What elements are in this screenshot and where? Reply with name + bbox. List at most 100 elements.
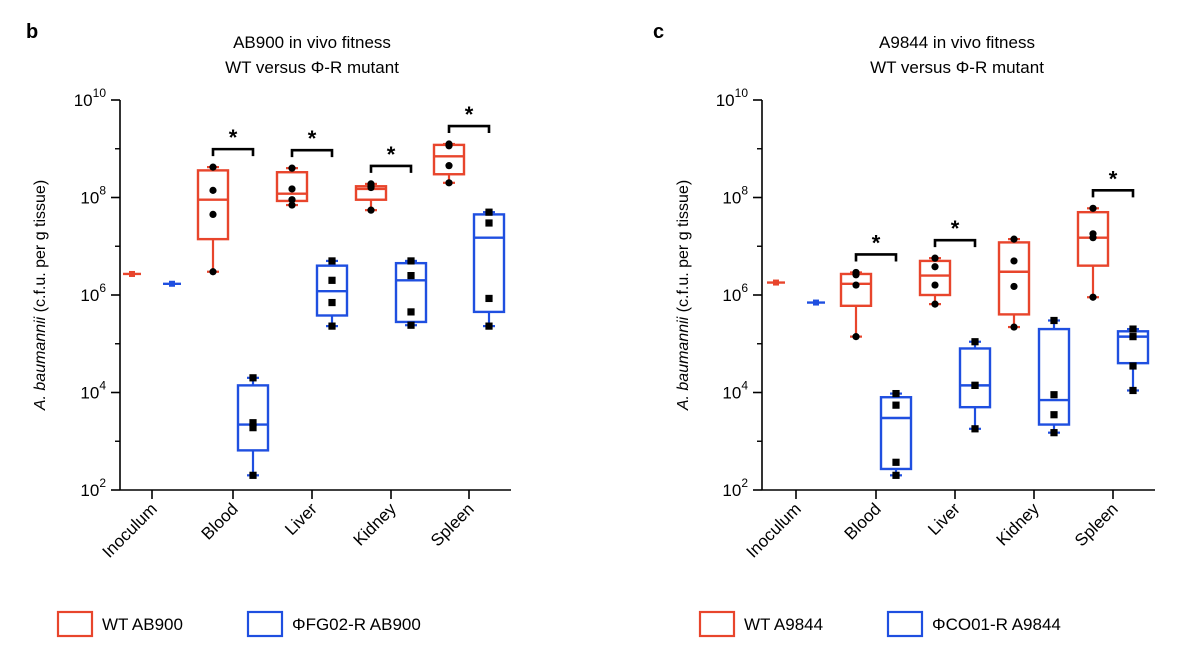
y-tick-exponent: 10 xyxy=(93,86,107,100)
y-tick-exponent: 4 xyxy=(741,379,748,393)
chart-title-line1: A9844 in vivo fitness xyxy=(879,33,1035,52)
data-point xyxy=(1050,411,1058,419)
significance-star: * xyxy=(872,230,881,255)
data-point xyxy=(971,381,979,389)
data-point xyxy=(288,185,296,193)
data-point xyxy=(931,263,939,271)
box-wt xyxy=(354,180,388,214)
data-point xyxy=(1010,282,1018,291)
y-tick-label: 102 xyxy=(722,476,748,500)
y-tick-exponent: 6 xyxy=(99,281,106,295)
x-tick-label: Blood xyxy=(841,499,885,543)
box-mutant xyxy=(1037,316,1071,437)
box-point xyxy=(169,280,175,287)
y-tick-exponent: 2 xyxy=(741,476,748,490)
x-tick-label: Liver xyxy=(281,499,321,539)
box-iqr xyxy=(839,272,873,308)
bracket-line xyxy=(369,164,413,173)
data-point xyxy=(249,424,257,432)
y-tick-exponent: 8 xyxy=(99,184,106,198)
data-point xyxy=(209,268,217,276)
box-mutant xyxy=(807,299,825,306)
y-tick-exponent: 10 xyxy=(735,86,749,100)
x-tick-label: Kidney xyxy=(993,499,1044,550)
box-wt xyxy=(123,270,141,277)
significance-bracket: * xyxy=(369,142,413,173)
box-wt xyxy=(1076,204,1110,301)
data-point xyxy=(1089,230,1097,238)
data-point xyxy=(852,333,860,341)
data-point xyxy=(931,300,939,308)
box-iqr xyxy=(1076,210,1110,267)
data-point xyxy=(407,321,415,329)
significance-bracket: * xyxy=(290,126,334,158)
y-tick-base: 10 xyxy=(722,384,741,403)
y-tick-base: 10 xyxy=(80,384,99,403)
box-wt xyxy=(432,140,466,187)
box-wt xyxy=(767,279,785,286)
y-tick-exponent: 2 xyxy=(99,476,106,490)
y-tick-label: 104 xyxy=(722,379,748,403)
data-point xyxy=(892,389,900,398)
box-mutant xyxy=(315,257,349,330)
data-point xyxy=(1129,333,1137,341)
data-point xyxy=(892,471,900,479)
data-point xyxy=(1129,386,1137,395)
panel-letter: b xyxy=(26,21,38,43)
y-tick-label: 102 xyxy=(80,476,106,500)
data-point xyxy=(1010,235,1018,243)
y-axis-label-italic: A. baumannii xyxy=(32,316,49,411)
box-mutant xyxy=(472,208,506,330)
data-point xyxy=(445,179,453,187)
legend-label-mutant: ΦFG02-R AB900 xyxy=(292,615,421,634)
x-tick-label: Inoculum xyxy=(99,499,161,561)
significance-bracket: * xyxy=(447,102,491,134)
x-tick-label: Kidney xyxy=(350,499,401,550)
data-point xyxy=(367,206,375,214)
legend: WT A9844 ΦCO01-R A9844 xyxy=(698,610,1061,638)
data-point xyxy=(328,298,336,307)
bracket-line xyxy=(290,148,334,158)
data-point xyxy=(892,458,900,466)
data-point xyxy=(971,425,979,433)
y-tick-base: 10 xyxy=(80,481,99,500)
box-mutant xyxy=(958,338,992,433)
y-tick-base: 10 xyxy=(716,91,735,110)
x-tick-label: Spleen xyxy=(1071,499,1122,550)
data-point xyxy=(288,164,296,172)
data-point xyxy=(288,201,296,209)
box-iqr xyxy=(236,384,270,452)
data-point xyxy=(407,257,415,265)
data-point xyxy=(407,272,415,280)
box-mutant xyxy=(236,374,270,479)
y-axis-label-italic: A. baumannii xyxy=(675,316,692,411)
y-tick-label: 106 xyxy=(80,281,106,305)
significance-bracket: * xyxy=(933,216,977,248)
y-tick-label: 108 xyxy=(80,184,106,208)
data-point xyxy=(1129,325,1137,333)
panel-letter: c xyxy=(653,21,664,43)
y-tick-exponent: 4 xyxy=(99,379,106,393)
legend-label-wt: WT A9844 xyxy=(744,615,823,634)
y-axis-label-rest: (c.f.u. per g tissue) xyxy=(675,180,692,317)
box-wt xyxy=(196,163,230,276)
y-tick-exponent: 8 xyxy=(741,184,748,198)
panel-c: c A9844 in vivo fitness WT versus Φ-R mu… xyxy=(653,21,1155,638)
data-point xyxy=(1050,316,1058,325)
significance-bracket: * xyxy=(211,125,255,157)
data-point xyxy=(1010,257,1018,265)
data-point xyxy=(209,186,217,194)
bracket-line xyxy=(1091,189,1135,198)
chart-title-line2: WT versus Φ-R mutant xyxy=(225,58,399,77)
data-point xyxy=(445,140,453,148)
box-iqr xyxy=(196,169,230,241)
bracket-line xyxy=(933,238,977,248)
legend-label-mutant: ΦCO01-R A9844 xyxy=(932,615,1061,634)
box-point xyxy=(773,279,779,286)
box-point xyxy=(129,270,135,277)
significance-bracket: * xyxy=(1091,166,1135,198)
data-point xyxy=(892,401,900,409)
